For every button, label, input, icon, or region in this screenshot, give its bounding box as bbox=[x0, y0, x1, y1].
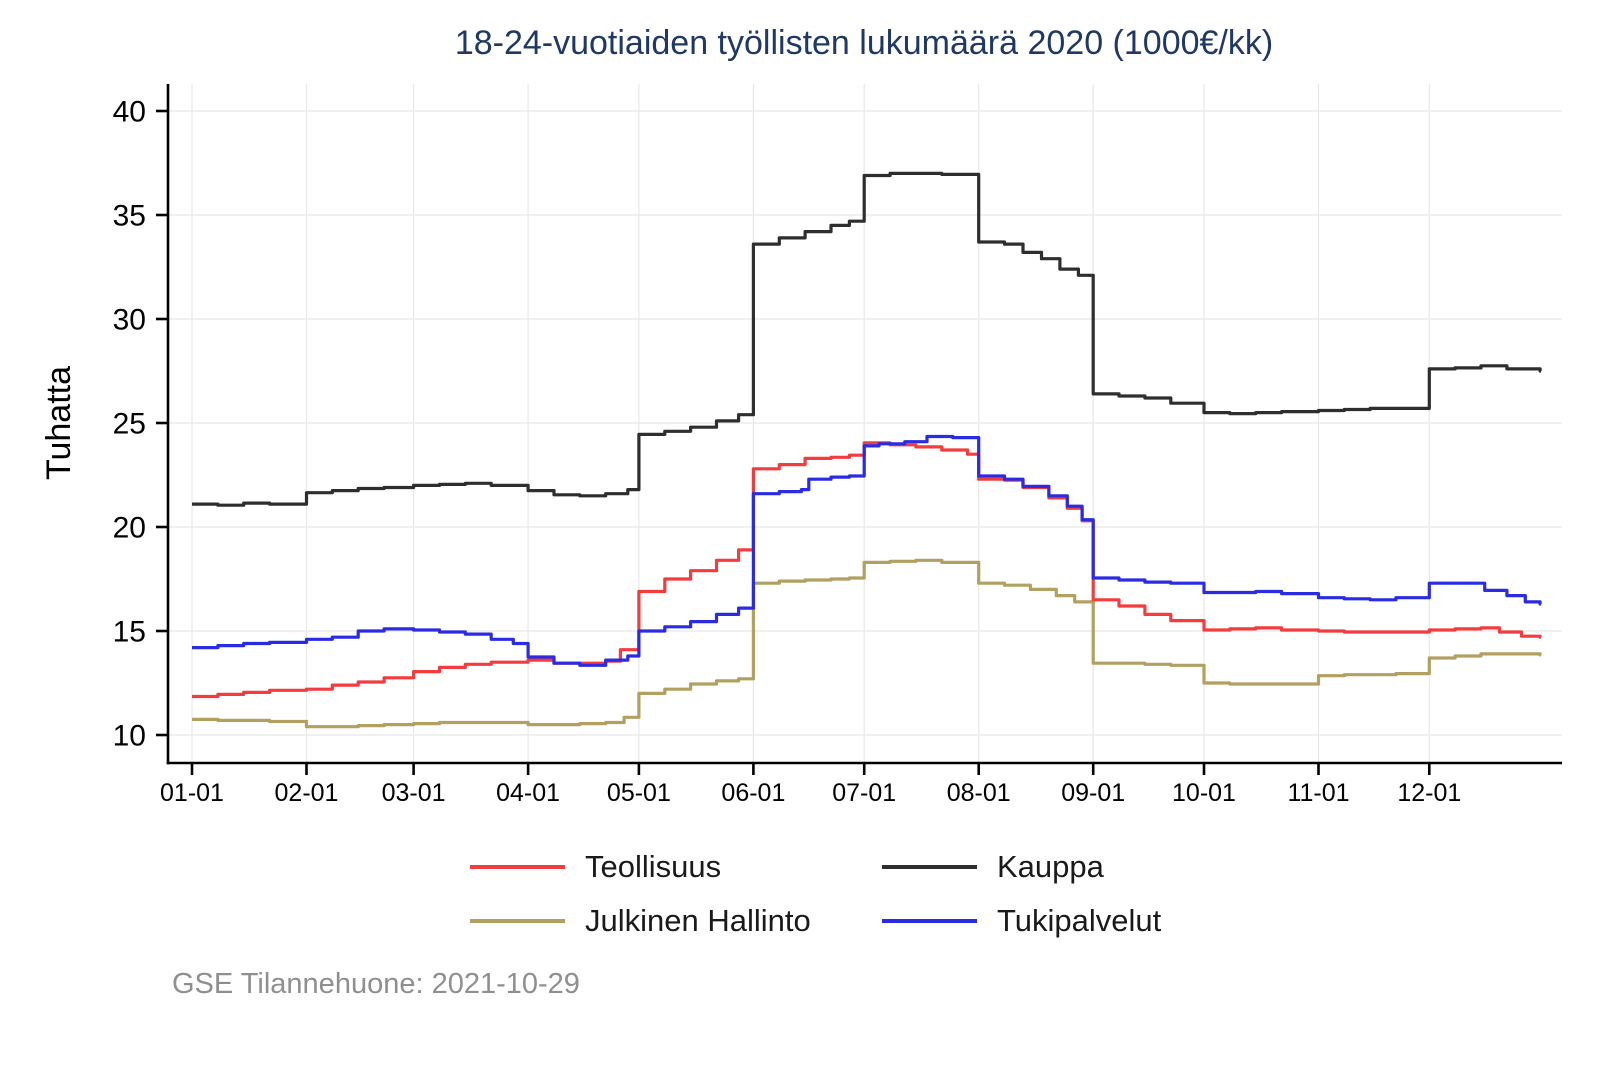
chart-title: 18-24-vuotiaiden työllisten lukumäärä 20… bbox=[454, 24, 1274, 62]
x-axis: 01-01 02-01 03-01 04-01 05-01 06-01 07-01 08-01… bbox=[160, 761, 1562, 807]
julkinen-hallinto-line-swatch bbox=[470, 919, 565, 923]
y-tick-label: 25 bbox=[113, 408, 146, 441]
x-tick-label: 08-01 bbox=[947, 779, 1011, 807]
chart-canvas: 10 15 20 25 30 35 40 Tuhatta 01-01 02-01 03-01 04-0… bbox=[40, 84, 1562, 807]
x-tick-label: 06-01 bbox=[721, 779, 785, 807]
x-tick-label: 09-01 bbox=[1061, 779, 1125, 807]
series-julkinen-hallinto-line bbox=[192, 558, 1542, 729]
y-axis: 10 15 20 25 30 35 40 Tuhatta bbox=[40, 84, 170, 765]
chart-legend: Teollisuus Kauppa Julkinen Hallinto Tuki… bbox=[470, 846, 1161, 942]
x-tick-label: 11-01 bbox=[1287, 779, 1349, 807]
x-tick-label: 05-01 bbox=[607, 779, 671, 807]
x-tick-label: 03-01 bbox=[382, 779, 446, 807]
x-tick-label: 10-01 bbox=[1172, 779, 1236, 807]
legend-item-julkinen-hallinto: Julkinen Hallinto bbox=[470, 900, 882, 942]
y-axis-title: Tuhatta bbox=[40, 366, 78, 480]
series-lines bbox=[192, 171, 1542, 729]
y-tick-label: 35 bbox=[113, 200, 146, 233]
legend-label-kauppa: Kauppa bbox=[997, 849, 1104, 884]
legend-label-teollisuus: Teollisuus bbox=[585, 849, 722, 884]
y-tick-label: 20 bbox=[113, 512, 146, 545]
source-note: GSE Tilannehuone: 2021-10-29 bbox=[172, 968, 580, 1000]
legend-item-tukipalvelut: Tukipalvelut bbox=[882, 900, 1161, 942]
y-tick-label: 30 bbox=[113, 304, 146, 337]
legend-label-tukipalvelut: Tukipalvelut bbox=[997, 903, 1162, 938]
x-tick-label: 02-01 bbox=[275, 779, 339, 807]
series-kauppa-line bbox=[192, 171, 1542, 507]
x-tick-label: 12-01 bbox=[1397, 779, 1461, 807]
series-tukipalvelut-line bbox=[192, 434, 1542, 667]
legend-item-teollisuus: Teollisuus bbox=[470, 846, 882, 888]
kauppa-line-swatch bbox=[882, 865, 977, 869]
legend-label-julkinen-hallinto: Julkinen Hallinto bbox=[585, 903, 811, 938]
y-tick-label: 15 bbox=[113, 616, 146, 649]
tukipalvelut-line-swatch bbox=[882, 919, 977, 923]
y-tick-label: 40 bbox=[113, 96, 146, 129]
legend-item-kauppa: Kauppa bbox=[882, 846, 1161, 888]
x-tick-label: 04-01 bbox=[496, 779, 560, 807]
x-tick-label: 07-01 bbox=[832, 779, 896, 807]
y-tick-label: 10 bbox=[113, 720, 146, 753]
x-tick-label: 01-01 bbox=[160, 779, 224, 807]
series-teollisuus-line bbox=[192, 441, 1542, 699]
teollisuus-line-swatch bbox=[470, 865, 565, 869]
